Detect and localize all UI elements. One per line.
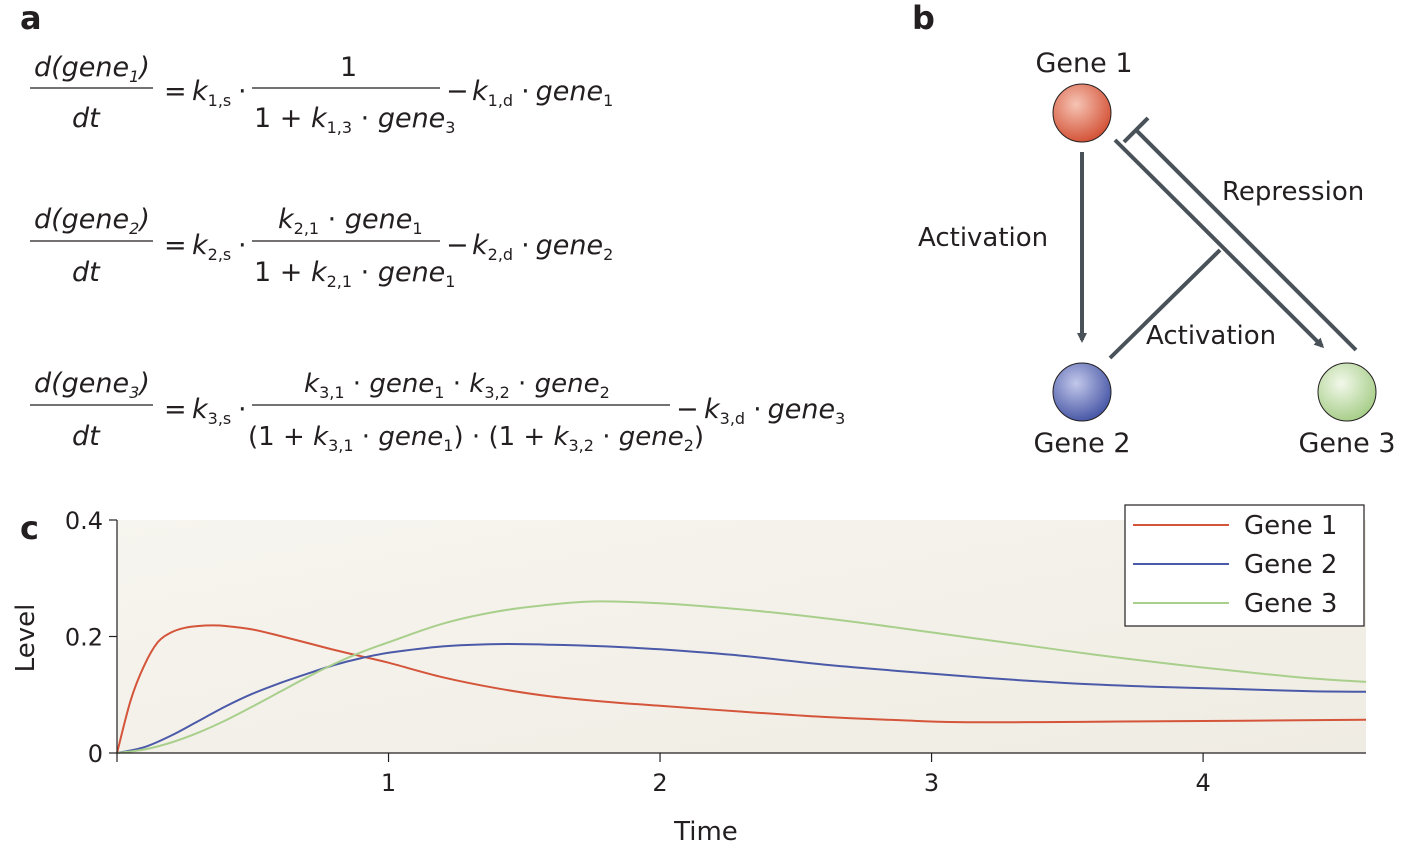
- eq2-lhs-numerator: d(gene2): [34, 204, 150, 238]
- legend-label-gene2: Gene 2: [1244, 550, 1337, 580]
- eq2-equals: =: [164, 230, 187, 261]
- x-tick-label: 1: [381, 769, 396, 797]
- eq2-degradation: k2,d · gene2: [472, 230, 613, 264]
- eq1-frac-numerator: 1: [340, 52, 357, 83]
- y-tick-label: 0: [88, 740, 103, 768]
- gene2-node: [1052, 362, 1112, 422]
- edge-gene2-activates-gene3: [1108, 248, 1222, 360]
- network-panel: Gene 1 Gene 2 Gene 3 Activation Activati…: [918, 48, 1396, 459]
- eq1-lhs-denominator: dt: [72, 103, 101, 134]
- edge-gene3-represses-gene1: [1134, 128, 1358, 352]
- chart-series-group: [116, 600, 1367, 754]
- eq1-minus: −: [446, 76, 469, 107]
- x-tick-label: 4: [1195, 769, 1210, 797]
- gene1-label: Gene 1: [1035, 48, 1132, 79]
- eq3-frac-denominator: (1 + k3,1 · gene1) · (1 + k3,2 · gene2): [248, 422, 704, 455]
- equation-3: d(gene3) dt = k3,s · k3,1 · gene1 · k3,2…: [30, 368, 845, 455]
- legend-label-gene3: Gene 3: [1244, 589, 1337, 619]
- eq3-production-rate: k3,s: [192, 394, 231, 428]
- repression-bar: [1122, 116, 1150, 144]
- equation-2: d(gene2) dt = k2,s · k2,1 · gene1 1 + k2…: [30, 204, 613, 291]
- eq3-dot: ·: [238, 394, 247, 425]
- equation-1: d(gene1) dt = k1,s · 1 1 + k1,3 · gene3 …: [30, 52, 613, 137]
- eq2-frac-numerator: k2,1 · gene1: [278, 204, 423, 238]
- eq3-minus: −: [676, 394, 699, 425]
- activation-label-center: Activation: [1146, 321, 1276, 351]
- eq2-dot: ·: [238, 230, 247, 261]
- eq1-frac-denominator: 1 + k1,3 · gene3: [254, 103, 455, 137]
- eq1-degradation: k1,d · gene1: [472, 76, 613, 110]
- gene1-node: [1052, 83, 1112, 143]
- equations-panel: d(gene1) dt = k1,s · 1 1 + k1,3 · gene3 …: [30, 52, 845, 455]
- edge-gene1-activates-gene3: [1113, 138, 1325, 349]
- x-axis-label: Time: [673, 817, 738, 847]
- eq3-degradation: k3,d · gene3: [704, 394, 845, 428]
- eq3-lhs-denominator: dt: [72, 421, 101, 452]
- series-line-gene-1: [116, 624, 1367, 754]
- series-line-gene-2: [116, 643, 1367, 754]
- eq3-frac-numerator: k3,1 · gene1 · k3,2 · gene2: [304, 369, 610, 402]
- chart-legend: Gene 1 Gene 2 Gene 3: [1124, 504, 1365, 627]
- eq1-lhs-numerator: d(gene1): [34, 52, 150, 86]
- chart-panel: 1 2 3 4 0 0.2 0.4 Time Level Gene 1 Gene 2 Gen…: [11, 504, 1367, 847]
- gene3-label: Gene 3: [1298, 428, 1395, 459]
- chart-ticks-group: 1 2 3 4 0 0.2 0.4: [65, 507, 1211, 797]
- legend-label-gene1: Gene 1: [1244, 511, 1337, 541]
- x-tick-label: 2: [652, 769, 667, 797]
- y-tick-label: 0.4: [65, 507, 103, 535]
- series-line-gene-3: [116, 600, 1367, 754]
- panel-label-c: c: [20, 509, 39, 547]
- y-tick-label: 0.2: [65, 624, 103, 652]
- eq3-equals: =: [164, 394, 187, 425]
- repression-label: Repression: [1222, 177, 1364, 207]
- eq2-production-rate: k2,s: [192, 230, 231, 264]
- gene2-label: Gene 2: [1033, 428, 1130, 459]
- panel-label-b: b: [912, 0, 935, 37]
- activation-label-left: Activation: [918, 223, 1048, 253]
- panel-label-a: a: [20, 0, 42, 37]
- eq2-minus: −: [446, 230, 469, 261]
- eq2-frac-denominator: 1 + k2,1 · gene1: [254, 257, 455, 291]
- x-tick-label: 3: [924, 769, 939, 797]
- eq2-lhs-denominator: dt: [72, 257, 101, 288]
- eq1-production-rate: k1,s: [192, 76, 231, 110]
- y-axis-label: Level: [11, 604, 41, 673]
- eq1-dot: ·: [238, 76, 247, 107]
- gene3-node: [1317, 362, 1377, 422]
- eq3-lhs-numerator: d(gene3): [34, 368, 150, 402]
- eq1-equals: =: [164, 76, 187, 107]
